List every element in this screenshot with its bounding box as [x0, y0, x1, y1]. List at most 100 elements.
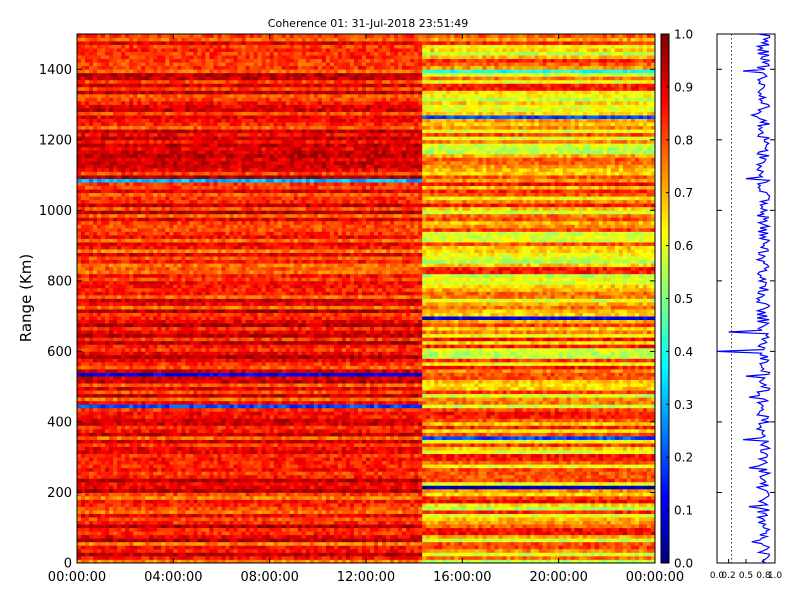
heatmap-cell — [386, 499, 391, 504]
heatmap-cell — [390, 460, 395, 465]
heatmap-cell — [518, 503, 523, 507]
heatmap-cell — [225, 555, 230, 560]
heatmap-cell — [650, 517, 656, 522]
heatmap-cell — [434, 513, 439, 518]
heatmap-cell — [205, 548, 210, 553]
heatmap-cell — [638, 485, 644, 490]
heatmap-cell — [590, 499, 596, 504]
heatmap-cell — [345, 471, 351, 476]
heatmap-cell — [321, 503, 327, 507]
heatmap-cell — [97, 499, 102, 504]
heatmap-cell — [498, 481, 503, 486]
heatmap-cell — [418, 499, 423, 504]
heatmap-cell — [562, 488, 568, 493]
heatmap-cell — [402, 495, 407, 500]
heatmap-cell — [546, 524, 551, 529]
heatmap-cell — [650, 531, 656, 536]
heatmap-cell — [370, 467, 375, 472]
heatmap-cell — [77, 443, 82, 447]
heatmap-cell — [185, 545, 190, 550]
heatmap-cell — [201, 453, 206, 458]
heatmap-cell — [646, 527, 652, 532]
heatmap-cell — [474, 453, 479, 458]
heatmap-cell — [181, 510, 186, 514]
heatmap-cell — [642, 534, 648, 539]
heatmap-cell — [462, 439, 467, 444]
heatmap-cell — [285, 552, 291, 557]
heatmap-cell — [257, 520, 262, 525]
heatmap-cell — [482, 460, 487, 465]
heatmap-cell — [129, 460, 134, 465]
heatmap-cell — [169, 453, 174, 458]
heatmap-cell — [309, 453, 315, 458]
heatmap-cell — [438, 474, 443, 479]
heatmap-cell — [442, 520, 447, 525]
heatmap-cell — [353, 439, 359, 444]
heatmap-cell — [562, 467, 568, 472]
heatmap-cell — [113, 510, 118, 514]
heatmap-cell — [101, 481, 106, 486]
heatmap-cell — [205, 495, 210, 500]
heatmap-cell — [638, 453, 644, 458]
heatmap-cell — [77, 464, 82, 469]
heatmap-cell — [370, 488, 375, 493]
heatmap-cell — [113, 503, 118, 507]
heatmap-cell — [305, 495, 311, 500]
heatmap-cell — [434, 450, 439, 455]
heatmap-cell — [285, 495, 291, 500]
heatmap-cell — [249, 488, 254, 493]
heatmap-cell — [458, 446, 463, 451]
heatmap-cell — [253, 510, 258, 514]
heatmap-cell — [410, 503, 415, 507]
heatmap-cell — [574, 457, 580, 462]
heatmap-cell — [366, 513, 371, 518]
heatmap-cell — [221, 485, 226, 490]
heatmap-cell — [462, 485, 467, 490]
heatmap-cell — [450, 510, 455, 514]
heatmap-cell — [209, 464, 214, 469]
heatmap-cell — [169, 527, 174, 532]
heatmap-cell — [273, 457, 279, 462]
heatmap-cell — [594, 541, 600, 546]
heatmap-cell — [233, 531, 238, 536]
heatmap-cell — [277, 503, 283, 507]
heatmap-cell — [173, 474, 178, 479]
heatmap-cell — [153, 524, 158, 529]
heatmap-cell — [382, 446, 387, 451]
heatmap-cell — [618, 488, 624, 493]
heatmap-cell — [201, 467, 206, 472]
heatmap-cell — [398, 534, 403, 539]
heatmap-cell — [245, 527, 250, 532]
heatmap-cell — [554, 453, 560, 458]
heatmap-cell — [133, 541, 138, 546]
heatmap-cell — [305, 443, 311, 447]
heatmap-cell — [442, 471, 447, 476]
heatmap-cell — [542, 517, 547, 522]
heatmap-cell — [353, 450, 359, 455]
heatmap-cell — [157, 531, 162, 536]
heatmap-cell — [506, 471, 511, 476]
heatmap-cell — [153, 446, 158, 451]
heatmap-cell — [498, 453, 503, 458]
heatmap-cell — [538, 559, 543, 564]
heatmap-cell — [650, 559, 656, 564]
heatmap-cell — [382, 485, 387, 490]
heatmap-cell — [141, 478, 146, 483]
y-axis-label: Range (Km) — [17, 254, 35, 342]
heatmap-cell — [618, 492, 624, 497]
heatmap-cell — [646, 510, 652, 514]
heatmap-cell — [458, 559, 463, 564]
heatmap-cell — [221, 552, 226, 557]
heatmap-cell — [598, 559, 604, 564]
heatmap-cell — [626, 531, 632, 536]
heatmap-cell — [185, 555, 190, 560]
heatmap-cell — [594, 548, 600, 553]
heatmap-cell — [185, 450, 190, 455]
heatmap-cell — [534, 446, 539, 451]
heatmap-cell — [169, 524, 174, 529]
heatmap-cell — [510, 510, 515, 514]
heatmap-cell — [277, 517, 283, 522]
heatmap-cell — [97, 495, 102, 500]
heatmap-cell — [502, 485, 507, 490]
heatmap-cell — [209, 460, 214, 465]
